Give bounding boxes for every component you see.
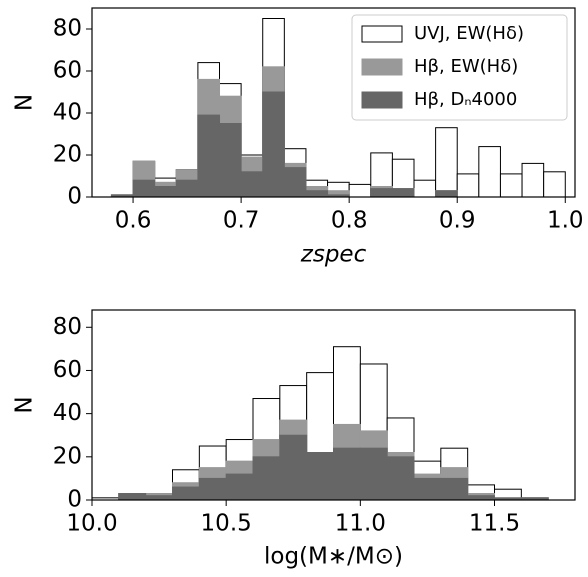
bar [413, 477, 442, 501]
y-axis-label: N [12, 396, 38, 413]
legend-label: Hβ, EW(Hδ) [414, 56, 518, 77]
bar [283, 167, 307, 198]
bar [197, 114, 221, 198]
bar [279, 434, 308, 501]
x-tick-label: 0.9 [439, 208, 476, 234]
y-tick-label: 60 [53, 58, 82, 84]
x-tick-label: 10.5 [201, 511, 252, 537]
bar [521, 162, 545, 198]
bar [467, 495, 495, 501]
x-tick-label: 0.6 [115, 208, 152, 234]
bar [145, 495, 174, 501]
legend-label: UVJ, EW(Hδ) [414, 23, 524, 44]
plot-frame [91, 7, 576, 198]
bar [305, 190, 329, 198]
legend-box [351, 14, 568, 121]
y-tick-label: 80 [53, 314, 82, 340]
bar [118, 493, 147, 501]
y-tick-label: 20 [53, 443, 82, 469]
x-tick-label: 11.5 [469, 511, 520, 537]
y-tick-label: 40 [53, 100, 82, 126]
x-axis-label: zspec [300, 242, 367, 268]
bar [359, 447, 388, 501]
y-tick-label: 20 [53, 142, 82, 168]
plot-frame [91, 309, 576, 501]
bar [413, 179, 437, 198]
bar [456, 173, 480, 198]
y-tick-label: 40 [53, 400, 82, 426]
bar [386, 456, 415, 501]
bar [172, 486, 200, 501]
bar [333, 447, 361, 501]
bar [252, 456, 281, 501]
x-tick-label: 1.0 [547, 208, 584, 234]
bar [132, 179, 156, 198]
x-tick-label: 0.7 [223, 208, 260, 234]
legend-label: Hβ, Dₙ4000 [414, 89, 517, 110]
bar [262, 91, 285, 198]
bar [198, 477, 227, 501]
bar [370, 188, 393, 198]
bar [435, 190, 458, 198]
y-tick-label: 80 [53, 16, 82, 42]
bar [240, 171, 264, 198]
y-tick-label: 0 [67, 487, 82, 513]
bar [435, 127, 458, 198]
bar [391, 188, 415, 198]
y-tick-label: 0 [67, 184, 82, 210]
bar [219, 123, 242, 198]
legend-swatch [361, 58, 403, 76]
x-tick-label: 11.0 [335, 511, 386, 537]
bar [175, 179, 199, 198]
y-tick-label: 60 [53, 357, 82, 383]
bar [225, 473, 254, 501]
bar [154, 186, 177, 198]
bar [348, 183, 372, 198]
x-tick-label: 10.0 [66, 511, 117, 537]
bar [440, 477, 469, 501]
bar [499, 173, 523, 198]
bar [306, 452, 334, 501]
legend-swatch [361, 91, 403, 109]
bar [478, 146, 501, 198]
y-axis-label: N [12, 94, 38, 111]
x-tick-label: 0.8 [331, 208, 368, 234]
bar [543, 171, 566, 198]
legend-swatch [361, 25, 403, 43]
x-axis-label: log(M∗/M⊙) [264, 544, 403, 570]
